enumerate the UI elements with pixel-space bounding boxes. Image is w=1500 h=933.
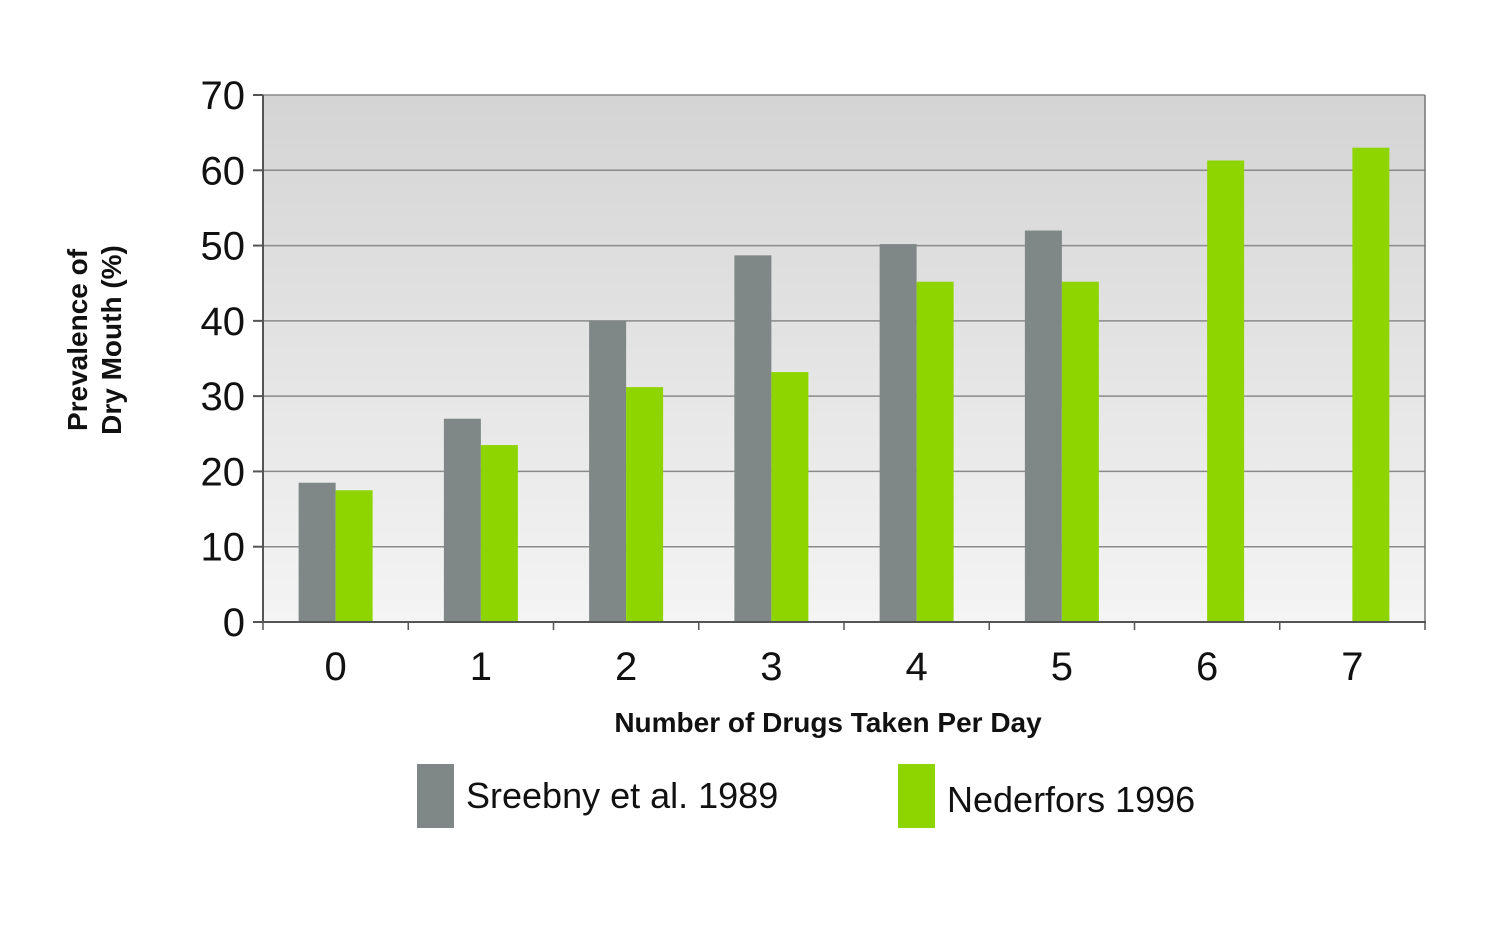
x-tick-label-7: 7 — [1341, 645, 1363, 689]
y-tick-label-60: 60 — [201, 149, 246, 193]
bar-series-1-cat-2 — [626, 387, 664, 622]
axes — [253, 94, 1426, 630]
y-tick-label-20: 20 — [201, 450, 246, 494]
bar-series-0-cat-5 — [1024, 230, 1062, 622]
legend-label-nederfors: Nederfors 1996 — [947, 779, 1195, 820]
plot-area — [263, 95, 1425, 622]
y-tick-label-50: 50 — [201, 225, 246, 269]
bar-series-1-cat-0 — [335, 490, 373, 622]
x-tick-label-1: 1 — [470, 645, 492, 689]
y-tick-label-30: 30 — [201, 375, 246, 419]
bar-series-0-cat-3 — [734, 255, 772, 622]
bar-series-0-cat-1 — [443, 418, 481, 622]
y-tick-label-70: 70 — [201, 74, 246, 118]
y-axis-title: Prevalence of Dry Mouth (%) — [62, 245, 127, 435]
x-tick-label-3: 3 — [760, 645, 782, 689]
bar-series-0-cat-4 — [879, 244, 917, 622]
x-tick-label-6: 6 — [1196, 645, 1218, 689]
legend-label-sreebny: Sreebny et al. 1989 — [466, 775, 778, 816]
x-tick-label-0: 0 — [325, 645, 347, 689]
legend: Sreebny et al. 1989 Nederfors 1996 — [417, 764, 1195, 828]
y-tick-label-0: 0 — [223, 601, 245, 645]
y-tick-labels: 0 10 20 30 40 50 60 70 — [201, 74, 246, 645]
y-axis-title-line-2: Dry Mouth (%) — [96, 245, 127, 435]
bar-series-1-cat-7 — [1352, 147, 1390, 622]
bar-series-0-cat-0 — [298, 482, 336, 622]
bar-series-0-cat-2 — [589, 320, 627, 622]
bar-series-1-cat-1 — [480, 445, 518, 622]
legend-swatch-sreebny — [417, 764, 454, 828]
y-tick-label-10: 10 — [201, 526, 246, 570]
x-tick-labels: 0 1 2 3 4 5 6 7 — [325, 645, 1364, 689]
x-tick-label-4: 4 — [906, 645, 928, 689]
y-tick-label-40: 40 — [201, 300, 246, 344]
bars — [298, 147, 1390, 622]
y-axis-title-line-1: Prevalence of — [62, 248, 93, 431]
bar-series-1-cat-3 — [771, 372, 809, 622]
legend-swatch-nederfors — [898, 764, 935, 828]
x-tick-label-2: 2 — [615, 645, 637, 689]
bar-series-1-cat-6 — [1207, 160, 1245, 622]
x-axis-title: Number of Drugs Taken Per Day — [614, 707, 1042, 738]
x-tick-label-5: 5 — [1051, 645, 1073, 689]
bar-series-1-cat-4 — [916, 281, 954, 622]
bar-series-1-cat-5 — [1061, 281, 1099, 622]
